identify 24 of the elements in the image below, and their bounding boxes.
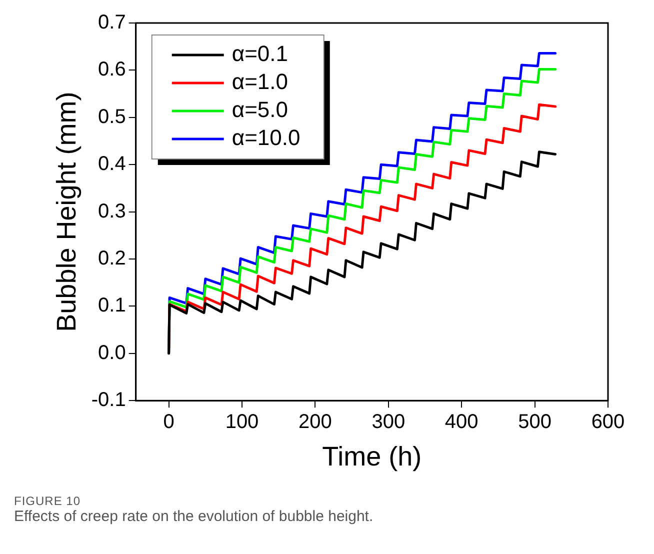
y-tick-label: 0.3 bbox=[98, 200, 126, 222]
y-tick-label: 0.1 bbox=[98, 294, 126, 317]
x-tick-label: 400 bbox=[444, 411, 478, 434]
x-axis-title: Time (h) bbox=[322, 441, 422, 472]
text: Effects of creep rate on the evolution of bubble height. bbox=[14, 508, 374, 525]
legend-label: α=10.0 bbox=[232, 125, 300, 150]
legend-label: α=0.1 bbox=[232, 41, 288, 66]
x-tick-label: 200 bbox=[298, 411, 332, 434]
y-axis-title: Bubble Height (mm) bbox=[52, 92, 82, 332]
legend-label: α=5.0 bbox=[232, 97, 288, 122]
x-tick-label: 500 bbox=[518, 411, 552, 434]
y-tick-label: 0.0 bbox=[98, 342, 126, 364]
y-tick-label: 0.4 bbox=[98, 153, 126, 176]
x-tick-label: 300 bbox=[372, 411, 406, 434]
y-tick-label: 0.7 bbox=[98, 12, 126, 34]
y-tick-label: 0.6 bbox=[98, 58, 126, 81]
x-tick-label: 100 bbox=[225, 411, 259, 434]
x-tick-label: 600 bbox=[591, 411, 625, 434]
y-tick-label: -0.1 bbox=[91, 389, 126, 412]
caption: FIGURE 10 bbox=[14, 494, 82, 508]
y-tick-label: 0.2 bbox=[98, 248, 126, 270]
x-tick-label: 0 bbox=[163, 411, 174, 434]
legend-label: α=1.0 bbox=[232, 69, 288, 94]
y-tick-label: 0.5 bbox=[98, 106, 126, 128]
